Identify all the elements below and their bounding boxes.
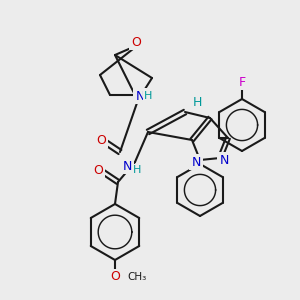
Text: H: H bbox=[144, 91, 152, 101]
Text: N: N bbox=[135, 89, 145, 103]
Text: F: F bbox=[238, 76, 246, 88]
Text: N: N bbox=[122, 160, 132, 172]
Text: O: O bbox=[96, 134, 106, 146]
Text: CH₃: CH₃ bbox=[127, 272, 146, 282]
Text: O: O bbox=[93, 164, 103, 176]
Text: N: N bbox=[219, 154, 229, 166]
Text: H: H bbox=[133, 165, 141, 175]
Text: H: H bbox=[192, 95, 202, 109]
Text: O: O bbox=[110, 271, 120, 284]
Text: O: O bbox=[131, 35, 141, 49]
Text: N: N bbox=[191, 155, 201, 169]
